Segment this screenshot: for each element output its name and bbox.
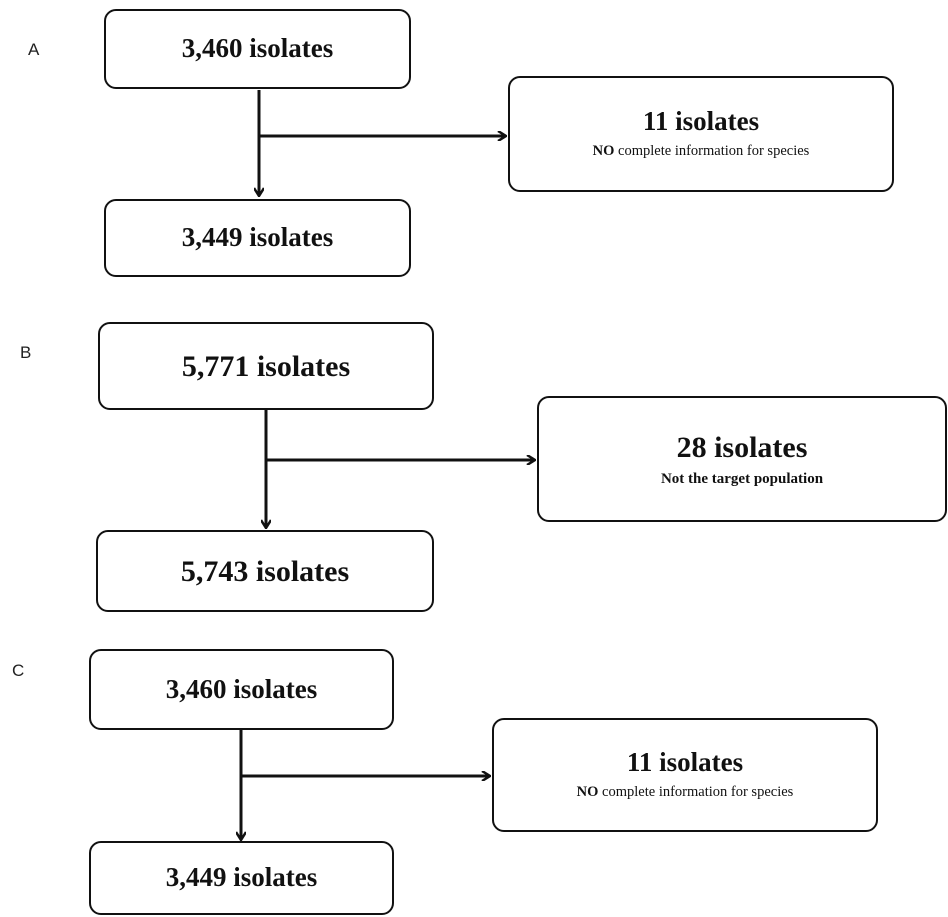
panel-label-a: A — [28, 40, 40, 59]
panel-b-bottom-box: 5,743 isolates — [96, 530, 434, 612]
panel-c-bottom-count: 3,449 isolates — [165, 862, 318, 893]
panel-c-side-note: NO complete information for species — [577, 784, 794, 801]
panel-b-side-count: 28 isolates — [676, 430, 808, 464]
panel-c-side-box: 11 isolates NO complete information for … — [492, 718, 878, 832]
panel-a-bottom-box: 3,449 isolates — [104, 199, 411, 277]
panel-label-b: B — [20, 343, 32, 362]
panel-b-top-count: 5,771 isolates — [181, 349, 351, 383]
panel-c-bottom-box: 3,449 isolates — [89, 841, 394, 915]
panel-b-connectors — [266, 410, 535, 528]
panel-a-top-box: 3,460 isolates — [104, 9, 411, 89]
panel-a-connectors — [259, 90, 506, 196]
panel-c-side-count: 11 isolates — [626, 747, 744, 778]
panel-label-c: C — [12, 661, 25, 680]
panel-b-top-box: 5,771 isolates — [98, 322, 434, 410]
panel-c-side-note-rest: complete information for species — [598, 784, 794, 801]
panel-a-side-note-emphasis: NO — [592, 143, 615, 160]
panel-c-connectors — [241, 730, 490, 840]
panel-b-side-note: Not the target population — [660, 470, 824, 487]
panel-a-side-box: 11 isolates NO complete information for … — [508, 76, 894, 192]
panel-a-bottom-count: 3,449 isolates — [181, 222, 334, 253]
panel-a-side-note-rest: complete information for species — [614, 143, 810, 160]
panel-a-side-count: 11 isolates — [642, 106, 760, 137]
panel-a-side-note: NO complete information for species — [593, 143, 810, 160]
panel-a-top-count: 3,460 isolates — [181, 33, 334, 64]
panel-b-bottom-count: 5,743 isolates — [180, 554, 350, 588]
panel-b-side-box: 28 isolates Not the target population — [537, 396, 947, 522]
panel-c-top-count: 3,460 isolates — [165, 673, 318, 704]
panel-c-top-box: 3,460 isolates — [89, 649, 394, 730]
panel-c-side-note-emphasis: NO — [576, 784, 599, 801]
